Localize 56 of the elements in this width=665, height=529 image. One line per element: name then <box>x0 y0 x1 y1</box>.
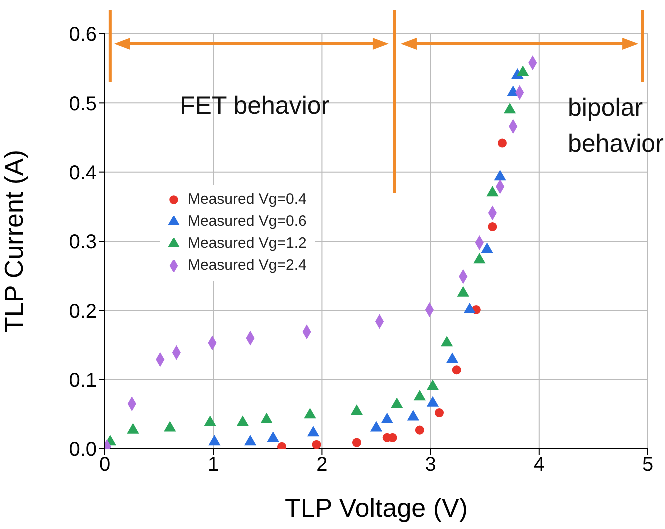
annotation: bipolar behavior <box>567 93 665 160</box>
x-tick-label: 5 <box>642 454 654 476</box>
point <box>494 170 506 181</box>
point <box>452 366 462 375</box>
y-tick-label: 0.2 <box>69 300 97 323</box>
point <box>267 432 280 442</box>
point <box>244 435 257 446</box>
point <box>488 222 498 232</box>
point <box>312 440 322 449</box>
point <box>304 408 316 419</box>
x-tick-label: 3 <box>425 454 436 476</box>
point <box>434 408 444 418</box>
point <box>457 286 470 297</box>
y-axis-title: TLP Current (A) <box>0 150 30 334</box>
point <box>127 423 140 434</box>
y-tick-label: 0.0 <box>69 439 97 462</box>
x-tick-label: 1 <box>208 454 220 476</box>
point <box>352 438 362 448</box>
y-tick-label: 0.6 <box>69 24 97 46</box>
x-axis-title: TLP Voltage (V) <box>284 493 468 523</box>
y-tick-label: 0.4 <box>69 162 97 184</box>
legend-label: Measured Vg=0.4 <box>188 190 307 210</box>
point <box>464 302 476 314</box>
point <box>504 103 516 114</box>
point <box>486 186 499 197</box>
point <box>426 380 440 390</box>
point <box>350 404 364 416</box>
point <box>370 421 383 432</box>
point <box>498 138 507 148</box>
point <box>307 426 320 437</box>
point <box>407 410 420 421</box>
point <box>517 66 530 76</box>
point <box>446 352 459 364</box>
point <box>204 416 216 426</box>
point <box>391 398 404 408</box>
point <box>164 421 176 432</box>
point <box>208 435 221 446</box>
annotation: FET behavior <box>179 91 331 122</box>
legend-label: Measured Vg=2.4 <box>188 256 307 276</box>
y-tick-label: 0.3 <box>69 232 97 254</box>
point <box>381 412 394 424</box>
point <box>260 412 273 424</box>
legend-label: Measured Vg=0.6 <box>188 212 307 232</box>
point <box>414 390 426 401</box>
legend-label: Measured Vg=1.2 <box>188 234 307 254</box>
y-tick-label: 0.1 <box>69 370 97 392</box>
x-tick-label: 0 <box>99 454 111 476</box>
point <box>426 396 440 407</box>
x-tick-label: 4 <box>534 454 545 476</box>
x-tick-label: 2 <box>316 454 328 476</box>
y-tick-label: 0.5 <box>69 93 97 116</box>
point <box>441 336 454 347</box>
point <box>415 426 424 435</box>
point <box>236 416 249 426</box>
point <box>474 253 486 264</box>
point <box>481 242 494 254</box>
